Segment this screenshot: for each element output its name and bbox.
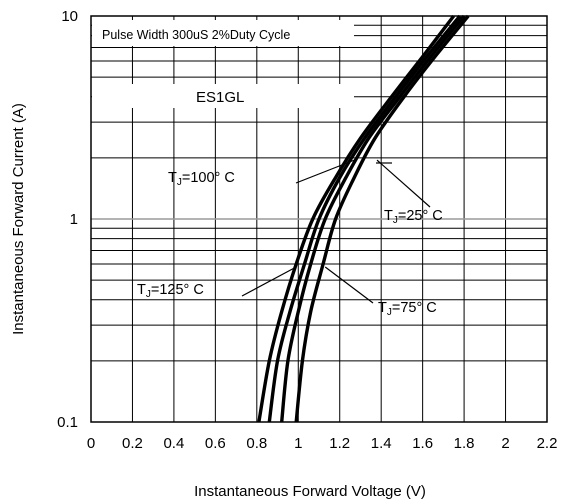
leader-tj25 [376,159,431,208]
x-tick-label: 1 [294,435,302,452]
x-tick-label: 1.6 [412,435,433,452]
note-box [92,20,354,46]
tick-layer: 0 0.2 0.4 0.6 0.8 1 1.2 1.4 1.6 1.8 2 2.2 0.1 1 10 [57,8,557,452]
leader-tj125 [241,266,297,297]
curve-tj125 [257,14,456,423]
y-axis-title: Instantaneous Forward Current (A) [10,103,27,335]
y-tick-label: 1 [70,211,78,228]
series-label-tj25: TJ=25° C [384,208,443,226]
x-tick-label: 2 [501,435,509,452]
x-tick-label: 1.4 [371,435,392,452]
leader-layer [241,159,431,304]
curve-tj100 [267,14,462,423]
x-tick-label: 2.2 [537,435,558,452]
curve-tj25 [294,14,470,423]
box-layer [92,20,354,108]
y-tick-label: 10 [61,8,78,25]
x-tick-label: 0.4 [163,435,184,452]
series-label-tj75: TJ=75° C [378,300,437,318]
plot-frame [90,15,548,423]
test-condition-note: Pulse Width 300uS 2%Duty Cycle [102,28,290,42]
series-label-tj125: TJ=125° C [137,282,204,300]
part-box [92,84,354,108]
x-axis-title: Instantaneous Forward Voltage (V) [194,483,426,500]
x-tick-label: 0.8 [246,435,267,452]
y-tick-label: 0.1 [57,414,78,431]
series-label-tj100: TJ=100° C [168,170,235,188]
curve-layer [257,14,470,423]
x-tick-label: 1.8 [454,435,475,452]
part-number-label: ES1GL [196,89,244,106]
leader-tj100 [295,159,355,184]
x-tick-label: 0 [87,435,95,452]
leader-tj75 [324,266,374,304]
curve-tj75 [280,14,466,423]
x-tick-label: 1.2 [329,435,350,452]
x-tick-label: 0.6 [205,435,226,452]
x-tick-label: 0.2 [122,435,143,452]
